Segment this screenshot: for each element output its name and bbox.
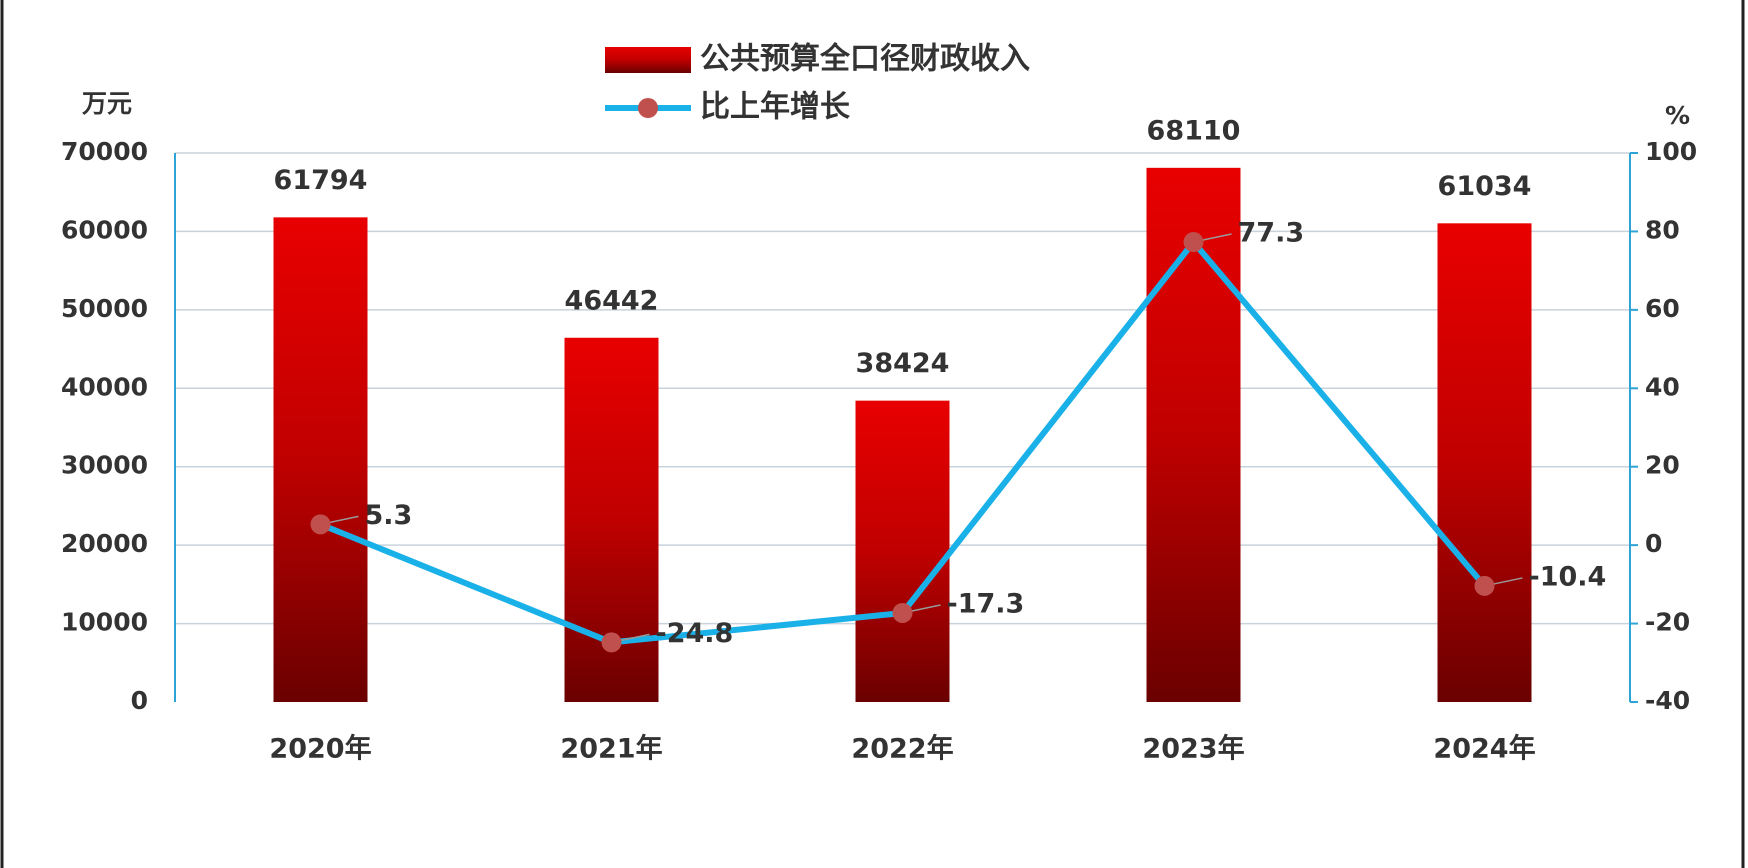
- y-tick-label: 60000: [61, 215, 148, 244]
- x-tick-label: 2024年: [1433, 733, 1535, 765]
- y2-tick-label: 80: [1645, 215, 1680, 244]
- line-value-label: -10.4: [1529, 561, 1607, 592]
- y2-tick-label: 20: [1645, 451, 1680, 480]
- legend-label: 公共预算全口径财政收入: [700, 42, 1030, 77]
- line-value-label: 5.3: [365, 500, 413, 531]
- line-value-label: 77.3: [1238, 218, 1305, 249]
- y-tick-label: 50000: [61, 294, 148, 323]
- line-value-label: -24.8: [656, 618, 734, 649]
- legend-swatch: [605, 47, 691, 73]
- y-tick-label: 10000: [61, 608, 148, 637]
- y-tick-label: 20000: [61, 529, 148, 558]
- bar: [1437, 223, 1532, 702]
- bar-value-label: 61794: [274, 165, 368, 196]
- y2-tick-label: 0: [1645, 529, 1662, 558]
- x-tick-label: 2020年: [269, 733, 371, 765]
- marker: [310, 514, 331, 535]
- bar-value-label: 38424: [856, 348, 950, 379]
- y-tick-label: 30000: [61, 451, 148, 480]
- y2-axis-label: %: [1665, 101, 1690, 130]
- marker: [892, 602, 913, 623]
- marker: [1474, 575, 1495, 596]
- y-tick-label: 70000: [61, 137, 148, 166]
- marker: [601, 632, 622, 653]
- bar-value-label: 46442: [565, 285, 659, 316]
- bar: [855, 400, 950, 702]
- marker: [1183, 232, 1204, 253]
- x-tick-label: 2023年: [1142, 733, 1244, 765]
- y2-tick-label: 60: [1645, 294, 1680, 323]
- y-tick-label: 40000: [61, 372, 148, 401]
- legend-marker: [638, 98, 658, 118]
- x-tick-label: 2021年: [560, 733, 662, 765]
- y-tick-label: 0: [131, 686, 148, 715]
- bar: [1146, 167, 1241, 702]
- y2-tick-label: -40: [1645, 686, 1690, 715]
- y2-tick-label: -20: [1645, 608, 1690, 637]
- bar-value-label: 61034: [1438, 171, 1532, 202]
- bar: [273, 217, 368, 702]
- line-value-label: -17.3: [947, 588, 1025, 619]
- x-tick-label: 2022年: [851, 733, 953, 765]
- y2-tick-label: 40: [1645, 372, 1680, 401]
- y-axis-label: 万元: [82, 89, 132, 118]
- bar-value-label: 68110: [1147, 115, 1241, 146]
- legend-label: 比上年增长: [700, 90, 850, 125]
- y2-tick-label: 100: [1645, 137, 1697, 166]
